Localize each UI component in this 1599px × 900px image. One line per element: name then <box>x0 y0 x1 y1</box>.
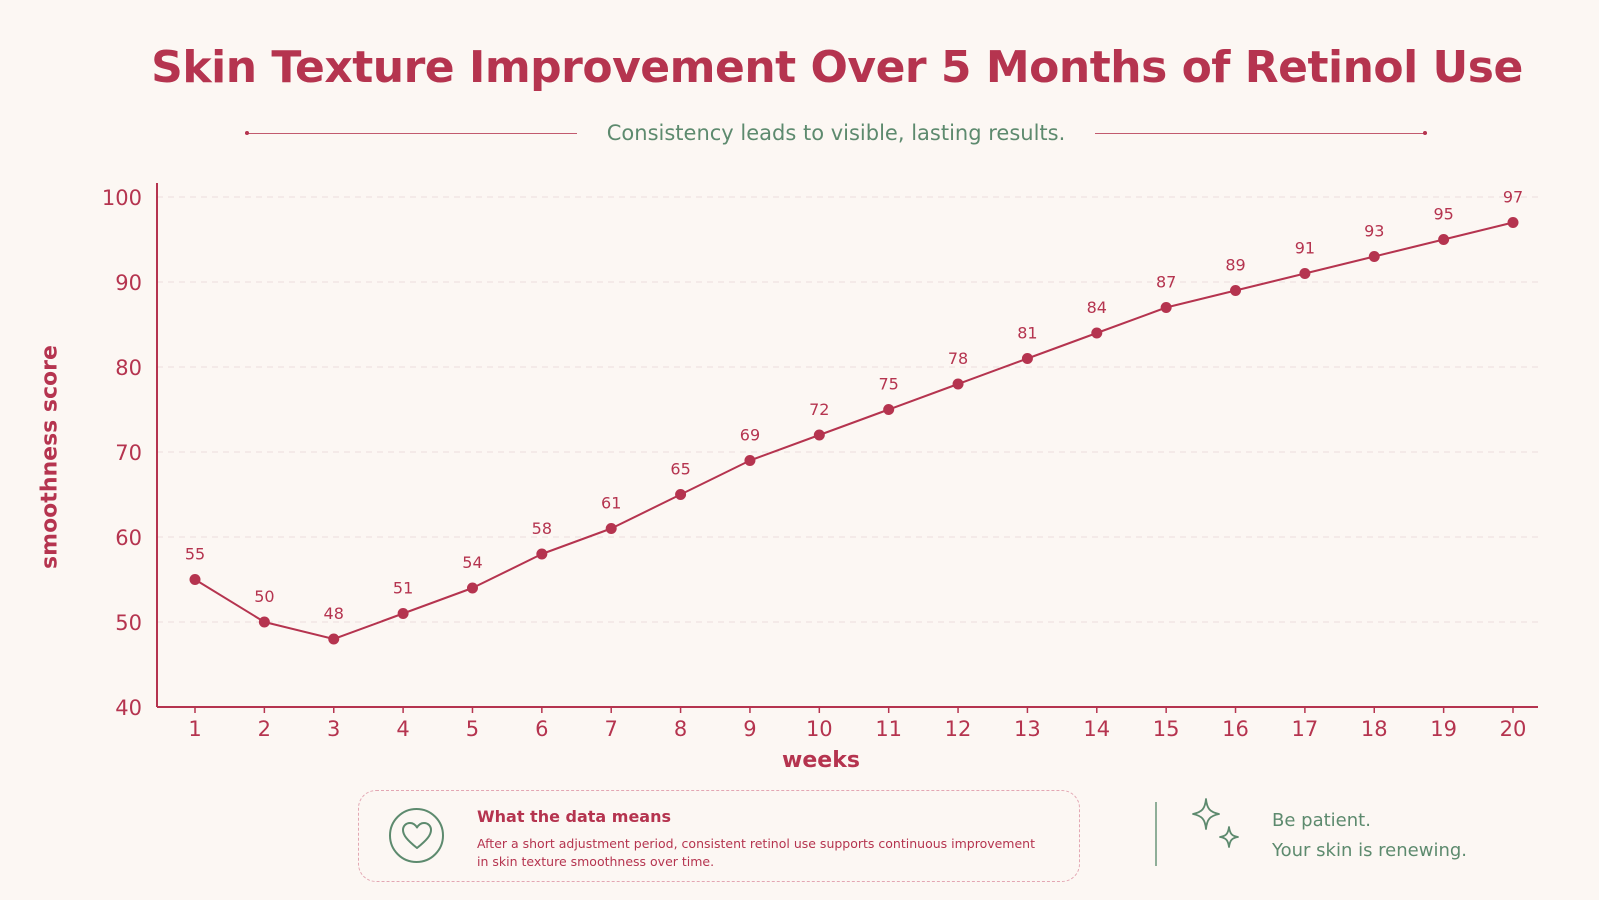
data-label: 97 <box>1503 188 1523 207</box>
y-tick-label: 50 <box>115 611 142 635</box>
data-point <box>1021 353 1033 364</box>
x-tick-label: 2 <box>258 717 271 741</box>
data-point <box>1091 327 1103 339</box>
data-label: 50 <box>254 587 274 606</box>
note-body: After a short adjustment period, consist… <box>477 836 1035 869</box>
data-point <box>605 523 617 534</box>
note-heading: What the data means <box>477 807 672 826</box>
data-label: 78 <box>948 349 968 368</box>
data-point <box>1299 268 1311 279</box>
sparkle-icon <box>1192 798 1239 848</box>
data-label: 72 <box>809 400 829 419</box>
y-tick-label: 60 <box>115 526 142 550</box>
y-tick-label: 90 <box>115 271 142 295</box>
y-tick-label: 70 <box>115 441 142 465</box>
x-tick-label: 7 <box>605 717 618 741</box>
data-label: 54 <box>462 553 482 572</box>
data-point <box>952 378 964 390</box>
data-label: 75 <box>879 375 899 394</box>
data-label: 95 <box>1433 205 1453 224</box>
x-tick-label: 14 <box>1083 717 1110 741</box>
x-tick-label: 19 <box>1430 717 1457 741</box>
data-point <box>328 633 340 645</box>
y-axis-label: smoothness score <box>37 345 63 569</box>
x-axis-label: weeks <box>782 748 860 773</box>
data-label: 84 <box>1087 298 1107 317</box>
x-tick-label: 15 <box>1153 717 1180 741</box>
chart-subtitle: Consistency leads to visible, lasting re… <box>606 121 1066 145</box>
side-message-line1: Be patient. <box>1272 810 1371 831</box>
x-tick-label: 12 <box>945 717 972 741</box>
data-point <box>1507 217 1519 228</box>
y-tick-label: 100 <box>102 186 142 210</box>
data-point <box>466 582 478 594</box>
data-label: 89 <box>1225 256 1245 275</box>
subtitle-row: Consistency leads to visible, lasting re… <box>245 118 1428 148</box>
x-tick-label: 18 <box>1361 717 1388 741</box>
x-tick-label: 6 <box>535 717 548 741</box>
x-tick-label: 8 <box>674 717 687 741</box>
x-tick-label: 10 <box>806 717 833 741</box>
heart-icon <box>389 808 444 863</box>
chart-title: Skin Texture Improvement Over 5 Months o… <box>151 42 1523 93</box>
x-tick-label: 16 <box>1222 717 1249 741</box>
x-tick-label: 4 <box>396 717 409 741</box>
data-label: 61 <box>601 494 621 513</box>
x-tick-label: 20 <box>1500 717 1527 741</box>
data-point <box>675 489 687 500</box>
x-tick-label: 13 <box>1014 717 1041 741</box>
data-labels: 55 50 48 51 54 58 61 65 69 72 75 78 81 84 87 89 91 93 95 97 <box>185 188 1523 624</box>
data-point <box>1438 234 1450 245</box>
y-tick-label: 40 <box>115 696 142 720</box>
x-tick-label: 17 <box>1292 717 1319 741</box>
data-point <box>744 455 756 466</box>
data-point <box>1368 251 1380 262</box>
data-label: 65 <box>670 460 690 479</box>
data-point <box>536 548 548 560</box>
series-line-path <box>194 221 1514 640</box>
axes <box>156 183 1538 713</box>
data-point <box>1230 285 1242 296</box>
data-label: 55 <box>185 545 205 564</box>
y-tick-label: 80 <box>115 356 142 380</box>
data-label: 58 <box>532 519 552 538</box>
series-line <box>194 221 1514 640</box>
x-tick-label: 9 <box>743 717 756 741</box>
side-message: Be patient. Your skin is renewing. <box>1272 806 1467 866</box>
side-message-line2: Your skin is renewing. <box>1272 840 1468 861</box>
x-tick-label: 5 <box>466 717 479 741</box>
data-label: 87 <box>1156 273 1176 292</box>
grid-lines <box>157 196 1538 623</box>
data-label: 81 <box>1017 324 1037 343</box>
data-label: 69 <box>740 426 760 445</box>
data-label: 91 <box>1295 239 1315 258</box>
x-tick-label: 1 <box>188 717 201 741</box>
data-point <box>258 616 270 628</box>
data-points <box>189 217 1519 645</box>
data-point <box>397 608 409 619</box>
data-label: 51 <box>393 579 413 598</box>
data-label: 93 <box>1364 222 1384 241</box>
data-point <box>1160 302 1172 313</box>
data-point <box>189 574 201 585</box>
data-meaning-card: What the data means After a short adjust… <box>358 790 1080 882</box>
x-tick-label: 3 <box>327 717 340 741</box>
side-divider <box>1155 802 1157 866</box>
x-tick-label: 11 <box>875 717 902 741</box>
data-point <box>883 404 895 415</box>
subtitle-rule-left <box>245 130 577 135</box>
subtitle-rule-right <box>1095 130 1428 135</box>
data-point <box>813 429 825 441</box>
data-label: 48 <box>324 604 344 623</box>
